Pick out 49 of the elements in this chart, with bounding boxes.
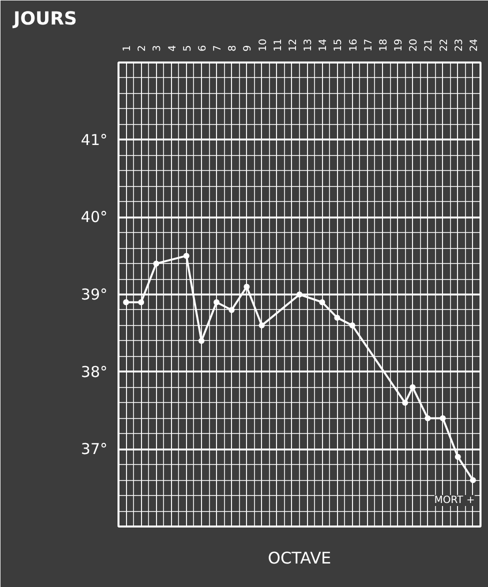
y-tick-label: 41° bbox=[80, 130, 108, 149]
point bbox=[123, 299, 130, 306]
x-tick-label: 8 bbox=[228, 45, 239, 52]
x-tick-label: 17 bbox=[363, 38, 374, 52]
x-tick-label: 2 bbox=[137, 45, 148, 52]
point bbox=[153, 260, 160, 267]
y-tick-label: 37° bbox=[80, 440, 108, 458]
y-tick-label: 40° bbox=[80, 208, 108, 226]
x-tick-label: 18 bbox=[378, 38, 390, 52]
point bbox=[198, 338, 204, 344]
point bbox=[214, 299, 220, 306]
x-axis-title: JOURS bbox=[12, 8, 77, 30]
point bbox=[334, 314, 340, 321]
x-tick-label: 23 bbox=[454, 38, 465, 52]
x-tick-label: 19 bbox=[394, 38, 405, 52]
x-tick-label: 13 bbox=[303, 38, 314, 52]
x-tick-label: 10 bbox=[258, 38, 269, 52]
point bbox=[440, 415, 446, 422]
x-tick-label: 22 bbox=[438, 38, 450, 52]
x-tick-label: 20 bbox=[408, 38, 420, 52]
point bbox=[454, 454, 461, 460]
x-tick-label: 24 bbox=[468, 38, 480, 52]
point bbox=[424, 415, 431, 422]
x-tick-label: 1 bbox=[122, 45, 134, 52]
x-tick-label: 16 bbox=[348, 38, 360, 52]
x-tick-label: 14 bbox=[318, 38, 330, 52]
text: OCTAVE bbox=[268, 548, 332, 568]
point bbox=[402, 400, 408, 406]
x-tick-label: 15 bbox=[333, 38, 344, 52]
x-tick-label: 12 bbox=[288, 38, 299, 52]
x-tick-label: 9 bbox=[242, 45, 254, 52]
point bbox=[228, 306, 235, 313]
x-tick-label: 21 bbox=[424, 38, 435, 52]
x-tick-label: 4 bbox=[167, 45, 178, 52]
point bbox=[138, 299, 144, 306]
x-tick-label: 6 bbox=[197, 45, 208, 52]
point bbox=[183, 252, 190, 259]
point bbox=[258, 322, 265, 328]
point bbox=[470, 477, 476, 484]
x-tick-label: 3 bbox=[152, 45, 164, 52]
point bbox=[296, 292, 302, 298]
x-tick-label: 5 bbox=[182, 45, 194, 52]
point bbox=[319, 299, 326, 306]
y-tick-label: 39° bbox=[80, 286, 108, 304]
annotation: MORT + bbox=[434, 495, 475, 506]
x-tick-label: 11 bbox=[272, 38, 284, 52]
x-tick-label: 7 bbox=[212, 45, 224, 52]
point bbox=[349, 322, 356, 328]
y-tick-label: 38° bbox=[80, 362, 108, 381]
